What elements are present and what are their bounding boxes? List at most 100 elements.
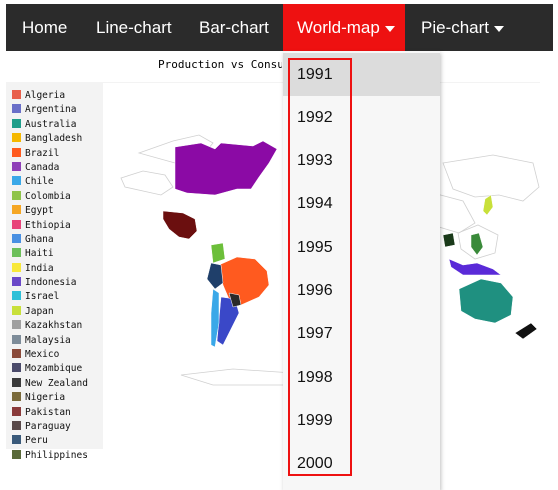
- legend-label: Nigeria: [25, 392, 65, 403]
- legend-item: Bangladesh: [12, 132, 88, 146]
- legend-item: Ghana: [12, 233, 88, 247]
- year-option-1999[interactable]: 1999: [283, 399, 440, 442]
- legend-label: Peru: [25, 435, 48, 446]
- year-option-1997[interactable]: 1997: [283, 312, 440, 355]
- region-colombia: [211, 243, 225, 263]
- year-option-1994[interactable]: 1994: [283, 182, 440, 225]
- year-option-1996[interactable]: 1996: [283, 269, 440, 312]
- legend-swatch: [12, 421, 21, 430]
- legend-swatch: [12, 349, 21, 358]
- year-option-1998[interactable]: 1998: [283, 356, 440, 399]
- legend-swatch: [12, 306, 21, 315]
- legend-item: Kazakhstan: [12, 319, 88, 333]
- legend-item: Philippines: [12, 449, 88, 463]
- legend-label: Philippines: [25, 450, 88, 461]
- nav-pie-chart[interactable]: Pie-chart: [421, 4, 504, 51]
- region-peru: [207, 263, 223, 289]
- legend-label: Mozambique: [25, 363, 82, 374]
- legend-label: Canada: [25, 162, 59, 173]
- legend-swatch: [12, 407, 21, 416]
- legend: Algeria Argentina Australia Bangladesh Brazi…: [12, 89, 88, 463]
- legend-swatch: [12, 90, 21, 99]
- legend-swatch: [12, 392, 21, 401]
- legend-item: Australia: [12, 118, 88, 132]
- legend-item: Pakistan: [12, 406, 88, 420]
- region-indonesia: [449, 259, 501, 275]
- legend-swatch: [12, 133, 21, 142]
- legend-swatch: [12, 378, 21, 387]
- legend-item: Egypt: [12, 204, 88, 218]
- legend-item: Brazil: [12, 147, 88, 161]
- legend-swatch: [12, 220, 21, 229]
- nav-bar-chart[interactable]: Bar-chart: [199, 4, 269, 51]
- legend-item: Malaysia: [12, 334, 88, 348]
- legend-item: Mexico: [12, 348, 88, 362]
- legend-label: Egypt: [25, 205, 54, 216]
- nav-world-map[interactable]: World-map: [283, 4, 405, 51]
- navbar: Home Line-chart Bar-chart World-map Pie-…: [6, 4, 553, 51]
- caret-down-icon: [494, 26, 504, 32]
- legend-item: Israel: [12, 290, 88, 304]
- legend-label: Pakistan: [25, 407, 71, 418]
- legend-item: Argentina: [12, 103, 88, 117]
- legend-label: Algeria: [25, 90, 65, 101]
- legend-label: Australia: [25, 119, 76, 130]
- legend-swatch: [12, 363, 21, 372]
- year-option-1993[interactable]: 1993: [283, 139, 440, 182]
- legend-swatch: [12, 450, 21, 459]
- legend-label: Japan: [25, 306, 54, 317]
- legend-label: Bangladesh: [25, 133, 82, 144]
- legend-item: India: [12, 262, 88, 276]
- region-australia: [459, 279, 513, 323]
- legend-swatch: [12, 176, 21, 185]
- legend-item: Algeria: [12, 89, 88, 103]
- year-option-2000[interactable]: 2000: [283, 442, 440, 485]
- legend-item: Mozambique: [12, 362, 88, 376]
- legend-item: Canada: [12, 161, 88, 175]
- legend-label: Argentina: [25, 104, 76, 115]
- legend-label: Indonesia: [25, 277, 76, 288]
- legend-label: Paraguay: [25, 421, 71, 432]
- region-new-zealand: [515, 323, 537, 339]
- legend-swatch: [12, 335, 21, 344]
- year-option-1992[interactable]: 1992: [283, 96, 440, 139]
- legend-swatch: [12, 119, 21, 128]
- year-option-1995[interactable]: 1995: [283, 226, 440, 269]
- legend-swatch: [12, 248, 21, 257]
- legend-label: Israel: [25, 291, 59, 302]
- legend-item: Nigeria: [12, 391, 88, 405]
- legend-swatch: [12, 277, 21, 286]
- legend-label: New Zealand: [25, 378, 88, 389]
- legend-swatch: [12, 435, 21, 444]
- legend-swatch: [12, 263, 21, 272]
- region-china-se: [443, 233, 455, 247]
- legend-item: Chile: [12, 175, 88, 189]
- legend-item: Peru: [12, 434, 88, 448]
- legend-label: Kazakhstan: [25, 320, 82, 331]
- legend-label: Haiti: [25, 248, 54, 259]
- year-option-1991[interactable]: 1991: [283, 53, 440, 96]
- legend-label: India: [25, 263, 54, 274]
- legend-swatch: [12, 191, 21, 200]
- caret-down-icon: [385, 26, 395, 32]
- region-philippines: [471, 233, 483, 255]
- legend-label: Chile: [25, 176, 54, 187]
- legend-item: Haiti: [12, 247, 88, 261]
- year-dropdown-menu: 1991 1992 1993 1994 1995 1996 1997 1998 1999 2000: [283, 51, 440, 490]
- chart-title: Production vs Consumption: [158, 58, 282, 74]
- nav-line-chart[interactable]: Line-chart: [96, 4, 172, 51]
- legend-swatch: [12, 291, 21, 300]
- legend-label: Brazil: [25, 148, 59, 159]
- region-mexico: [163, 211, 197, 239]
- legend-item: Indonesia: [12, 276, 88, 290]
- legend-swatch: [12, 162, 21, 171]
- legend-label: Ethiopia: [25, 220, 71, 231]
- legend-label: Ghana: [25, 234, 54, 245]
- legend-swatch: [12, 148, 21, 157]
- nav-home[interactable]: Home: [22, 4, 67, 51]
- legend-item: New Zealand: [12, 377, 88, 391]
- legend-swatch: [12, 234, 21, 243]
- legend-swatch: [12, 205, 21, 214]
- legend-label: Malaysia: [25, 335, 71, 346]
- legend-label: Mexico: [25, 349, 59, 360]
